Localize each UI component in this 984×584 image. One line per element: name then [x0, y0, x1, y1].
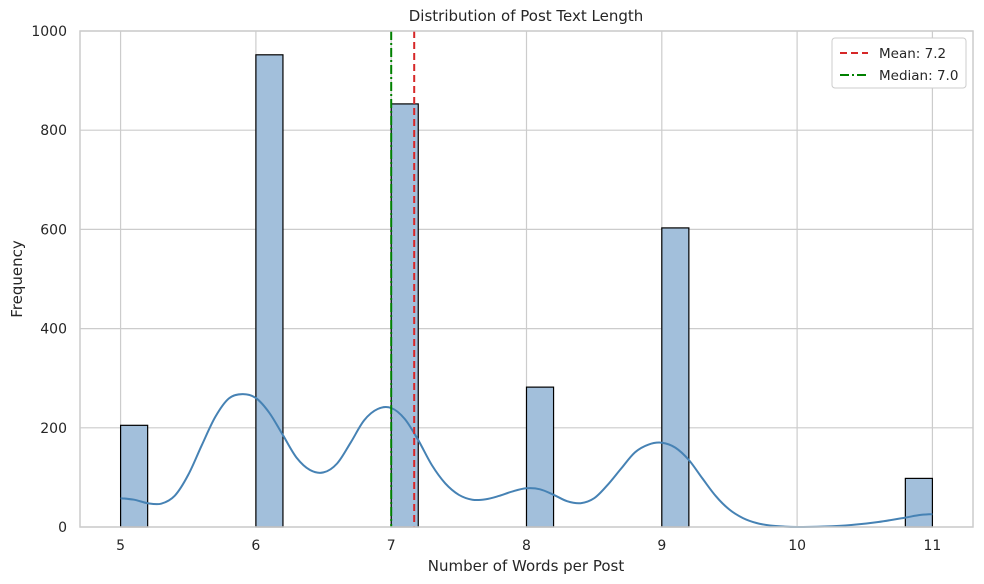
legend-median-label: Median: 7.0: [879, 68, 958, 84]
y-tick-label: 400: [40, 322, 67, 338]
y-axis-label: Frequency: [8, 240, 26, 318]
x-tick-label: 7: [387, 538, 396, 554]
histogram-bar: [255, 54, 284, 528]
x-tick-label: 5: [116, 538, 125, 554]
y-tick-label: 1000: [31, 24, 67, 40]
x-tick-label: 6: [251, 538, 260, 554]
chart-title: Distribution of Post Text Length: [409, 7, 644, 25]
x-tick-label: 10: [788, 538, 806, 554]
y-tick-labels: 0 200 400 600 800 1000: [31, 24, 67, 536]
kde-curve: [120, 393, 933, 529]
histogram-bar: [525, 386, 555, 528]
x-tick-label: 11: [923, 538, 941, 554]
y-tick-label: 600: [40, 222, 67, 238]
x-axis-label: Number of Words per Post: [428, 557, 625, 575]
y-tick-label: 800: [40, 123, 67, 139]
legend: Mean: 7.2 Median: 7.0: [831, 37, 967, 89]
x-tick-labels: 5 6 7 8 9 10 11: [116, 538, 941, 554]
x-tick-label: 8: [522, 538, 531, 554]
legend-mean-label: Mean: 7.2: [879, 46, 946, 62]
histogram-bar: [661, 227, 690, 528]
histogram-bar: [119, 424, 149, 528]
plot-frame: [79, 30, 974, 528]
bars-group: [119, 54, 934, 528]
histogram-bar: [904, 477, 934, 528]
y-tick-label: 200: [40, 421, 67, 437]
x-tick-label: 9: [657, 538, 666, 554]
y-tick-label: 0: [58, 520, 67, 536]
